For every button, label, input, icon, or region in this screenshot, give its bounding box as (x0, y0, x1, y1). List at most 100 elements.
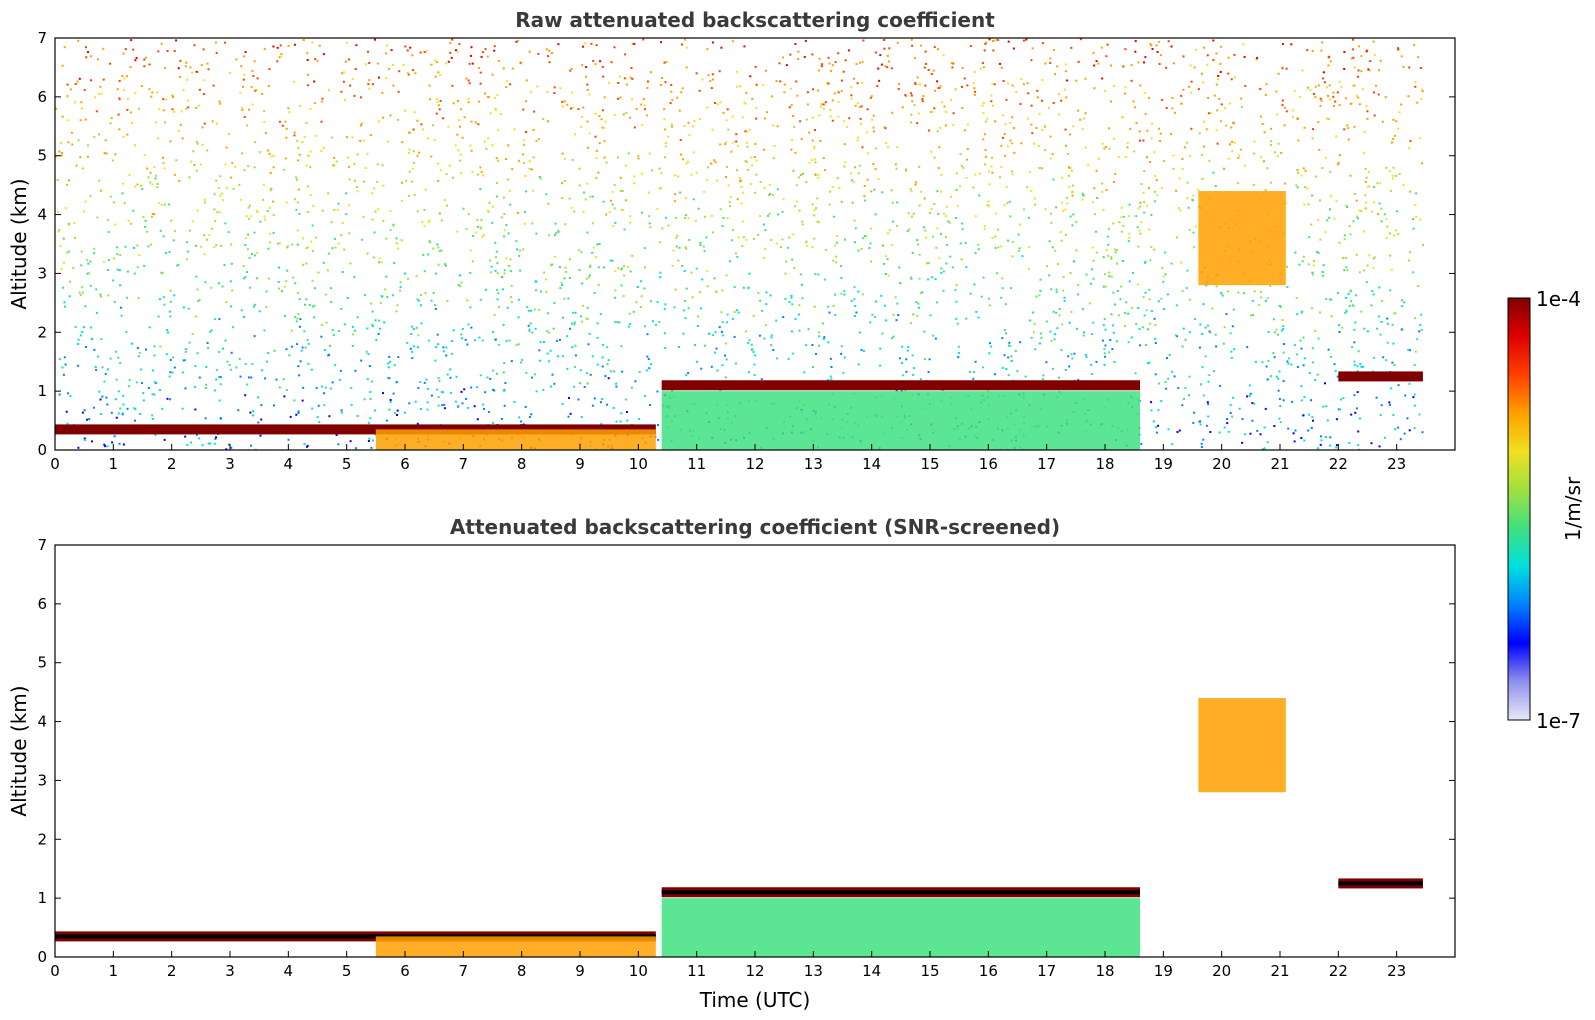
noise-speckle (610, 61, 613, 64)
noise-speckle (700, 367, 703, 370)
noise-speckle (395, 242, 398, 245)
xtick-label: 14 (862, 962, 881, 980)
noise-speckle (656, 207, 659, 210)
noise-speckle (1007, 40, 1010, 43)
noise-speckle (679, 191, 682, 194)
noise-speckle (476, 418, 479, 421)
noise-speckle (118, 128, 121, 131)
noise-speckle (933, 107, 936, 110)
noise-speckle (374, 210, 377, 213)
noise-speckle (927, 278, 930, 281)
noise-speckle (215, 369, 218, 372)
noise-speckle (675, 237, 678, 239)
noise-speckle (987, 297, 990, 300)
xtick-label: 20 (1212, 455, 1231, 473)
noise-speckle (341, 72, 344, 75)
noise-speckle (107, 269, 109, 272)
noise-speckle (1205, 424, 1208, 427)
noise-speckle (443, 403, 446, 406)
noise-speckle (343, 248, 346, 251)
noise-speckle (479, 82, 482, 85)
noise-speckle (1407, 95, 1410, 98)
noise-speckle (447, 125, 450, 128)
noise-speckle (592, 246, 595, 249)
xtick-label: 15 (920, 455, 939, 473)
noise-speckle (442, 346, 445, 349)
noise-speckle (615, 382, 618, 385)
noise-speckle (663, 307, 666, 310)
noise-speckle (483, 407, 486, 410)
noise-speckle (1154, 337, 1157, 340)
noise-speckle (246, 383, 249, 386)
noise-speckle (516, 39, 519, 42)
noise-speckle (1311, 361, 1314, 364)
noise-speckle (611, 191, 614, 194)
noise-speckle (846, 125, 849, 128)
noise-speckle (1380, 321, 1383, 323)
noise-speckle (1413, 364, 1416, 366)
noise-speckle (1313, 259, 1315, 262)
noise-speckle (589, 265, 592, 268)
noise-speckle (1007, 239, 1009, 242)
noise-speckle (1067, 153, 1070, 155)
noise-speckle (76, 80, 79, 83)
noise-speckle (1327, 94, 1330, 97)
noise-speckle (107, 219, 110, 222)
noise-speckle (1092, 277, 1095, 280)
noise-speckle (1261, 361, 1264, 364)
noise-speckle (722, 111, 725, 114)
noise-speckle (1343, 128, 1346, 131)
noise-speckle (369, 398, 372, 401)
noise-speckle (1063, 88, 1066, 91)
noise-speckle (1290, 43, 1293, 46)
noise-speckle (885, 255, 887, 258)
noise-speckle (424, 292, 427, 295)
noise-speckle (133, 407, 136, 410)
noise-speckle (128, 173, 131, 176)
noise-speckle (143, 154, 146, 157)
noise-speckle (75, 164, 78, 167)
noise-speckle (411, 54, 414, 57)
noise-speckle (423, 209, 426, 211)
noise-speckle (1156, 431, 1158, 434)
noise-speckle (755, 106, 758, 109)
noise-speckle (829, 70, 832, 72)
noise-speckle (495, 182, 498, 184)
noise-speckle (1190, 91, 1193, 94)
noise-speckle (714, 102, 716, 104)
noise-speckle (1139, 201, 1142, 204)
noise-speckle (737, 311, 740, 314)
noise-speckle (137, 107, 140, 110)
noise-speckle (735, 252, 737, 255)
noise-speckle (1115, 340, 1118, 343)
noise-speckle (1049, 57, 1052, 60)
noise-speckle (163, 203, 166, 206)
noise-speckle (918, 112, 921, 115)
noise-speckle (1137, 245, 1140, 248)
noise-speckle (601, 109, 604, 112)
noise-speckle (973, 87, 976, 90)
noise-speckle (1226, 422, 1229, 425)
noise-speckle (640, 172, 643, 175)
noise-speckle (1140, 221, 1143, 224)
noise-speckle (366, 152, 369, 155)
noise-speckle (780, 246, 782, 249)
noise-speckle (1265, 365, 1268, 368)
noise-speckle (70, 131, 73, 134)
noise-speckle (508, 339, 511, 342)
noise-speckle (694, 344, 696, 346)
noise-speckle (1032, 331, 1035, 334)
noise-speckle (1207, 403, 1210, 406)
noise-speckle (1077, 284, 1080, 286)
noise-speckle (461, 337, 464, 340)
noise-speckle (740, 186, 743, 188)
noise-speckle (834, 293, 837, 296)
noise-speckle (297, 412, 300, 414)
noise-speckle (1076, 327, 1079, 330)
noise-speckle (762, 84, 765, 87)
noise-speckle (656, 390, 659, 393)
noise-speckle (1314, 85, 1317, 88)
noise-speckle (440, 390, 443, 393)
noise-speckle (794, 317, 797, 320)
noise-speckle (428, 98, 431, 101)
